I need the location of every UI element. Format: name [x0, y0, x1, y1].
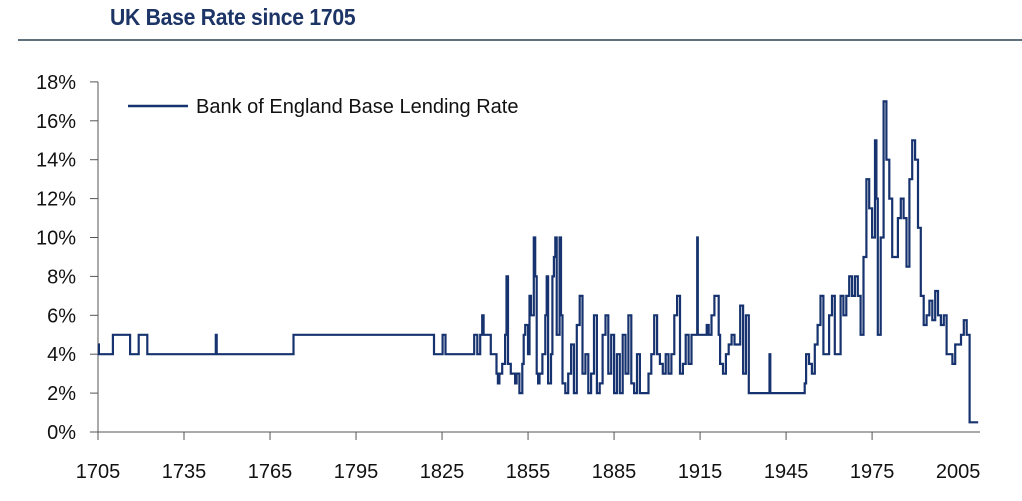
y-tick-label: 12%: [36, 189, 76, 211]
x-tick-label: 2005: [936, 461, 981, 483]
x-tick-label: 1705: [76, 461, 121, 483]
y-tick-label: 10%: [36, 228, 76, 250]
y-tick-label: 14%: [36, 150, 76, 172]
x-axis: 1705 1735 1765 1795 1825 1855 1885 1915 1945 1975…: [76, 431, 981, 483]
legend-label: Bank of England Base Lending Rate: [196, 96, 518, 118]
title-divider: [18, 39, 1022, 41]
x-tick-label: 1915: [678, 461, 723, 483]
y-tick-label: 6%: [47, 305, 76, 327]
x-tick-label: 1975: [850, 461, 895, 483]
x-tick-label: 1795: [334, 461, 379, 483]
y-tick-label: 18%: [36, 72, 76, 94]
y-tick-label: 16%: [36, 111, 76, 133]
y-tick-label: 4%: [47, 344, 76, 366]
chart-title: UK Base Rate since 1705: [110, 4, 356, 30]
x-tick-label: 1885: [592, 461, 637, 483]
x-tick-label: 1945: [764, 461, 809, 483]
x-tick-label: 1855: [506, 461, 551, 483]
y-tick-label: 2%: [47, 383, 76, 405]
x-tick-label: 1825: [420, 461, 465, 483]
legend: Bank of England Base Lending Rate: [128, 96, 518, 118]
y-tick-label: 0%: [47, 422, 76, 444]
x-tick-label: 1765: [248, 461, 293, 483]
y-tick-label: 8%: [47, 266, 76, 288]
series-line-boe-base-rate: [97, 100, 979, 424]
y-axis: 0% 2% 4% 6% 8% 10% 12% 14% 16% 18%: [36, 72, 99, 444]
x-tick-label: 1735: [162, 461, 207, 483]
